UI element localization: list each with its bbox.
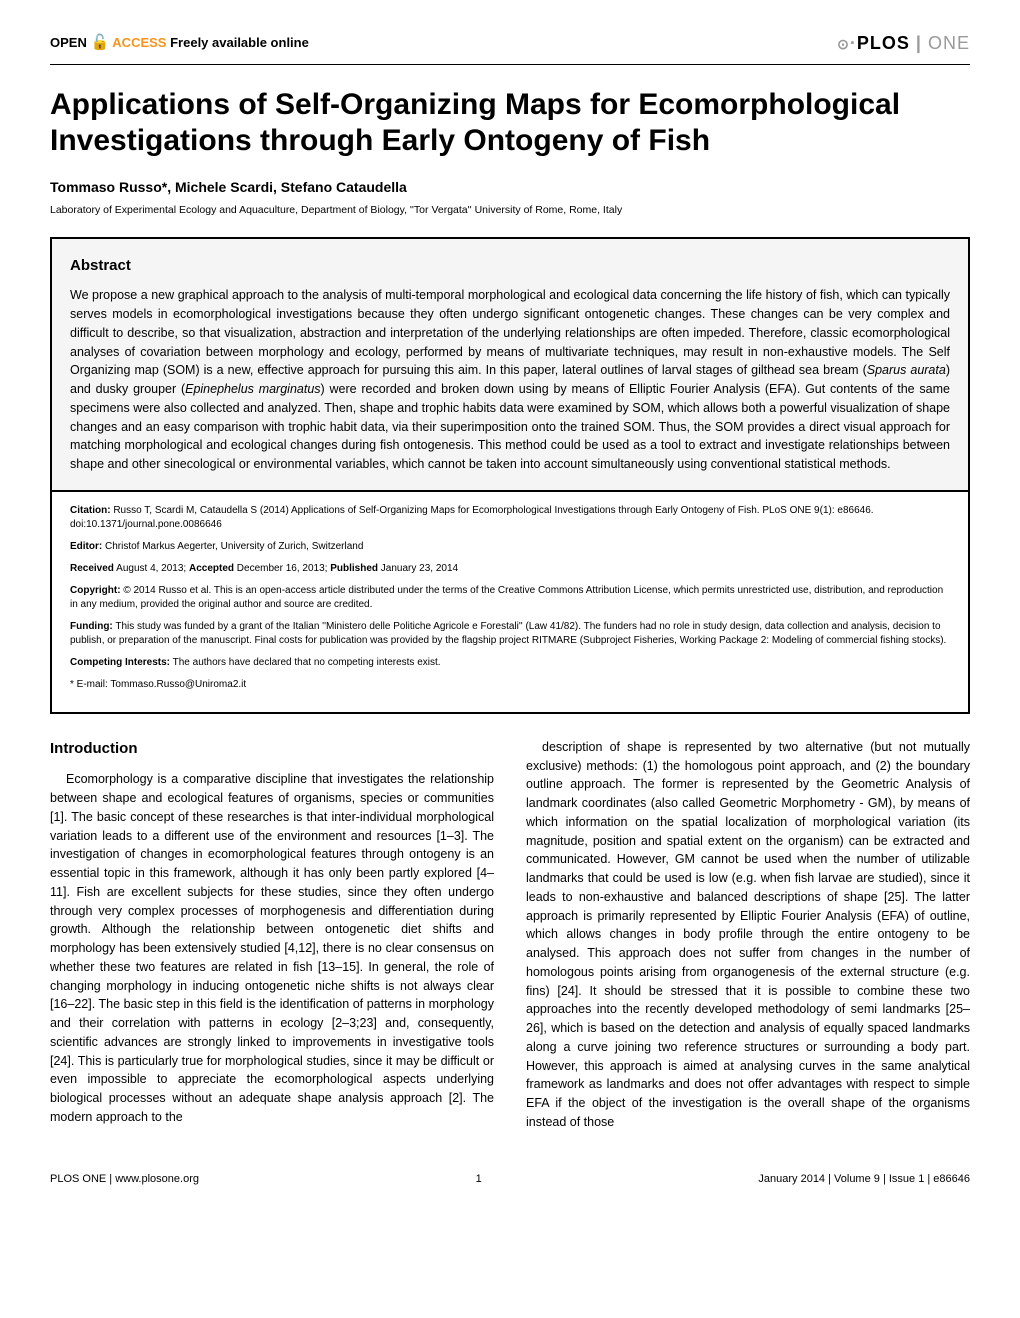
editor-line: Editor: Christof Markus Aegerter, Univer…: [70, 540, 950, 554]
journal-plos: PLOS: [857, 33, 910, 53]
abstract-heading: Abstract: [70, 255, 950, 277]
abstract-text: We propose a new graphical approach to t…: [70, 286, 950, 474]
funding-line: Funding: This study was funded by a gran…: [70, 620, 950, 648]
editor-label: Editor:: [70, 541, 102, 552]
competing-line: Competing Interests: The authors have de…: [70, 656, 950, 670]
footer-page-number: 1: [199, 1172, 758, 1188]
citation-label: Citation:: [70, 505, 111, 516]
footer-right: January 2014 | Volume 9 | Issue 1 | e866…: [758, 1172, 970, 1188]
gear-icon: ⊙: [837, 36, 850, 52]
access-label: ACCESS: [112, 35, 166, 50]
journal-logo: ⊙·PLOS | ONE: [837, 30, 970, 56]
dates-line: Received August 4, 2013; Accepted Decemb…: [70, 562, 950, 576]
open-label: OPEN: [50, 35, 87, 50]
competing-label: Competing Interests:: [70, 657, 170, 668]
intro-col2-text: description of shape is represented by t…: [526, 738, 970, 1132]
editor-text: Christof Markus Aegerter, University of …: [105, 541, 363, 552]
citation-line: Citation: Russo T, Scardi M, Cataudella …: [70, 504, 950, 532]
authors-line: Tommaso Russo*, Michele Scardi, Stefano …: [50, 177, 970, 197]
header-bar: OPEN 🔓 ACCESS Freely available online ⊙·…: [50, 30, 970, 65]
citation-text: Russo T, Scardi M, Cataudella S (2014) A…: [70, 505, 874, 530]
copyright-line: Copyright: © 2014 Russo et al. This is a…: [70, 584, 950, 612]
copyright-text: © 2014 Russo et al. This is an open-acce…: [70, 585, 943, 610]
lock-icon: 🔓: [90, 34, 109, 51]
published-text: January 23, 2014: [381, 563, 458, 574]
column-left: Introduction Ecomorphology is a comparat…: [50, 738, 494, 1132]
email-text: Tommaso.Russo@Uniroma2.it: [110, 679, 246, 690]
intro-heading: Introduction: [50, 738, 494, 761]
abstract-pre: We propose a new graphical approach to t…: [70, 288, 950, 377]
funding-text: This study was funded by a grant of the …: [70, 621, 946, 646]
accepted-label: Accepted: [189, 563, 234, 574]
two-column-body: Introduction Ecomorphology is a comparat…: [50, 738, 970, 1132]
email-label: * E-mail:: [70, 679, 108, 690]
received-text: August 4, 2013;: [116, 563, 186, 574]
intro-col1-text: Ecomorphology is a comparative disciplin…: [50, 770, 494, 1126]
page-footer: PLOS ONE | www.plosone.org 1 January 201…: [50, 1172, 970, 1188]
article-title: Applications of Self-Organizing Maps for…: [50, 87, 970, 159]
species-2: Epinephelus marginatus: [185, 382, 320, 396]
journal-one: ONE: [928, 33, 970, 53]
accepted-text: December 16, 2013;: [237, 563, 328, 574]
email-line: * E-mail: Tommaso.Russo@Uniroma2.it: [70, 678, 950, 692]
header-subtitle: Freely available online: [170, 35, 309, 50]
received-label: Received: [70, 563, 114, 574]
open-access-badge: OPEN 🔓 ACCESS Freely available online: [50, 32, 309, 54]
species-1: Sparus aurata: [867, 363, 946, 377]
meta-section: Citation: Russo T, Scardi M, Cataudella …: [50, 492, 970, 714]
copyright-label: Copyright:: [70, 585, 121, 596]
competing-text: The authors have declared that no compet…: [173, 657, 441, 668]
footer-left: PLOS ONE | www.plosone.org: [50, 1172, 199, 1188]
affiliation: Laboratory of Experimental Ecology and A…: [50, 203, 970, 218]
column-right: description of shape is represented by t…: [526, 738, 970, 1132]
published-label: Published: [330, 563, 378, 574]
funding-label: Funding:: [70, 621, 113, 632]
abstract-box: Abstract We propose a new graphical appr…: [50, 237, 970, 492]
